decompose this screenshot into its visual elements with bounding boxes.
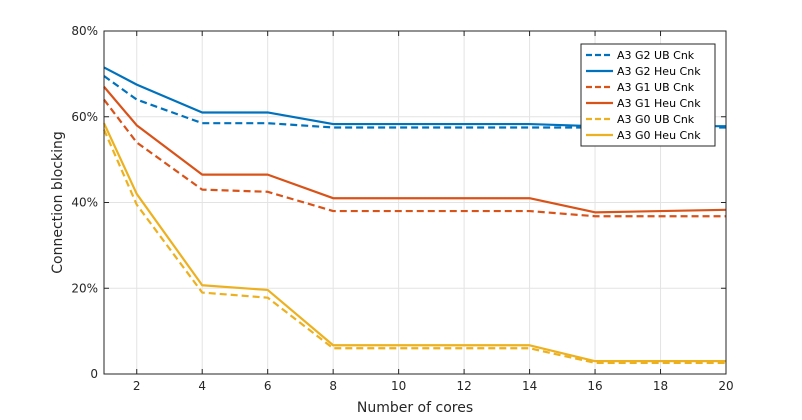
legend-entry: A3 G1 Heu Cnk bbox=[617, 97, 701, 110]
y-tick-label: 0 bbox=[90, 367, 98, 381]
y-tick-label: 40% bbox=[71, 196, 98, 210]
legend-entry: A3 G0 Heu Cnk bbox=[617, 129, 701, 142]
axis-ticks: 2 4 6 8 10 12 14 16 18 20 0 20% 40% 60% 80% bbox=[71, 24, 733, 393]
series-line-6 bbox=[103, 122, 726, 363]
y-tick-label: 80% bbox=[71, 24, 98, 38]
x-tick-label: 2 bbox=[133, 379, 141, 393]
x-tick-label: 18 bbox=[653, 379, 668, 393]
y-axis-label: Connection blocking bbox=[50, 131, 66, 273]
legend-box bbox=[580, 43, 716, 147]
legend-entry: A3 G0 UB Cnk bbox=[617, 113, 695, 126]
legend-entry: A3 G1 UB Cnk bbox=[617, 81, 695, 94]
x-tick-label: 20 bbox=[718, 379, 733, 393]
y-tick-label: 20% bbox=[71, 281, 98, 295]
legend-entry: A3 G2 Heu Cnk bbox=[617, 65, 701, 78]
series-layer bbox=[102, 66, 727, 364]
series-line-3 bbox=[103, 98, 726, 218]
x-tick-label: 16 bbox=[587, 379, 602, 393]
x-tick-label: 14 bbox=[522, 379, 537, 393]
series-line-5 bbox=[102, 129, 726, 364]
x-tick-label: 12 bbox=[456, 379, 471, 393]
legend: A3 G2 UB Cnk A3 G2 Heu Cnk A3 G1 UB Cnk A3 … bbox=[580, 43, 716, 147]
x-tick-label: 8 bbox=[329, 379, 337, 393]
x-tick-label: 6 bbox=[264, 379, 272, 393]
y-tick-label: 60% bbox=[71, 110, 98, 124]
x-axis-label: Number of cores bbox=[357, 400, 473, 416]
x-tick-label: 10 bbox=[391, 379, 406, 393]
series-line-4 bbox=[103, 86, 727, 214]
x-tick-label: 4 bbox=[198, 379, 206, 393]
legend-entry: A3 G2 UB Cnk bbox=[617, 49, 695, 62]
